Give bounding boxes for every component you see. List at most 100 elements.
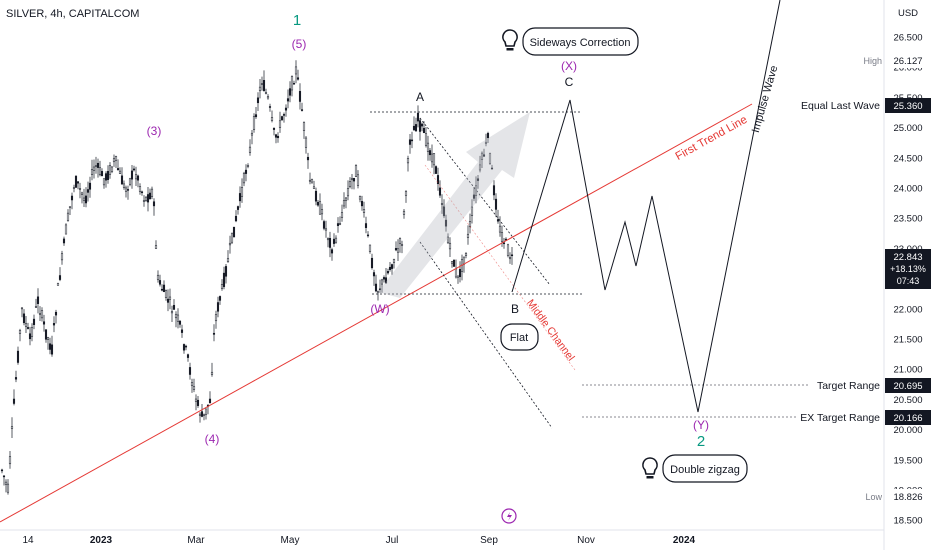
- candle-body: [140, 191, 144, 194]
- candle-body: [222, 272, 226, 287]
- candle-body: [126, 189, 130, 191]
- candle-body: [302, 122, 306, 131]
- candle-body: [418, 120, 422, 132]
- candle-body: [426, 142, 430, 152]
- candle-body: [314, 190, 318, 202]
- candle-body: [288, 88, 292, 96]
- candle-body: [6, 483, 10, 493]
- y-tick-label: 24.500: [893, 153, 922, 164]
- candle-body: [142, 200, 146, 202]
- candle-body: [250, 132, 254, 136]
- candle-body: [338, 223, 342, 225]
- candle-body: [262, 80, 266, 91]
- candle-body: [326, 238, 330, 241]
- candle-body: [270, 117, 274, 121]
- candle-body: [84, 195, 88, 204]
- candle-body: [164, 290, 168, 298]
- candle-body: [452, 259, 456, 267]
- candle-body: [174, 313, 178, 319]
- sideways-correction-callout[interactable]: Sideways Correction: [502, 27, 639, 56]
- candle-body: [248, 146, 252, 153]
- candle-body: [58, 275, 62, 280]
- candle-body: [116, 168, 120, 171]
- candle-body: [298, 91, 302, 102]
- wave-label-3: (3): [147, 124, 162, 138]
- high-price-tag: High 26.127: [863, 53, 931, 68]
- candle-body: [124, 187, 128, 192]
- candle-body: [286, 98, 290, 102]
- candle-body: [352, 178, 356, 182]
- x-tick-label: Sep: [480, 535, 498, 546]
- candle-body: [18, 330, 22, 334]
- candle-body: [152, 201, 156, 207]
- projected-wave-path[interactable]: [511, 0, 781, 413]
- svg-text:Low: Low: [865, 492, 882, 502]
- candle-body: [290, 76, 294, 91]
- candle-body: [272, 128, 276, 130]
- double-zigzag-callout[interactable]: Double zigzag: [642, 454, 748, 483]
- x-tick-label: 2024: [673, 535, 696, 546]
- candle-body: [68, 206, 72, 208]
- wave-label-5: (5): [292, 37, 307, 51]
- ex-target-range-tag: 20.166: [885, 410, 931, 425]
- candle-body: [334, 237, 338, 243]
- candle-body: [498, 225, 502, 233]
- target-range-tag: 20.695: [885, 378, 931, 393]
- candle-body: [232, 226, 236, 238]
- candle-body: [400, 244, 404, 246]
- x-tick-label: Jul: [386, 535, 399, 546]
- candle-body: [40, 310, 44, 319]
- flat-callout[interactable]: Flat: [500, 323, 539, 351]
- channel-upper-line[interactable]: [419, 117, 551, 286]
- candle-body: [118, 170, 122, 174]
- candle-body: [182, 344, 186, 351]
- candle-body: [390, 264, 394, 269]
- wave-label-w: (W): [370, 302, 389, 316]
- candle-body: [252, 116, 256, 130]
- candle-body: [466, 233, 470, 238]
- candle-body: [96, 162, 100, 168]
- y-tick-label: 21.000: [893, 365, 922, 376]
- candle-body: [226, 258, 230, 263]
- candle-body: [484, 141, 488, 144]
- candle-body: [382, 277, 386, 280]
- candle-body: [284, 107, 288, 111]
- candle-body: [130, 170, 134, 180]
- y-tick-label: 21.500: [893, 335, 922, 346]
- candle-body: [200, 411, 204, 417]
- candle-body: [370, 257, 374, 269]
- wave-label-a: A: [416, 90, 424, 104]
- y-tick-label: 18.500: [893, 516, 922, 527]
- candle-body: [82, 197, 86, 201]
- wave-label-4: (4): [205, 432, 220, 446]
- wave-label-2: 2: [697, 433, 705, 450]
- candle-body: [306, 156, 310, 161]
- candle-body: [72, 187, 76, 189]
- candle-body: [354, 165, 358, 177]
- svg-text:+18.13%: +18.13%: [890, 264, 926, 274]
- candle-body: [240, 187, 244, 197]
- symbol-title[interactable]: SILVER, 4h, CAPITALCOM: [6, 8, 140, 20]
- y-tick-label: 19.500: [893, 455, 922, 466]
- candle-body: [430, 153, 434, 163]
- candle-body: [28, 333, 32, 340]
- candle-body: [218, 296, 222, 301]
- candle-body: [496, 219, 500, 222]
- first-trend-line[interactable]: [0, 103, 753, 523]
- candle-body: [228, 242, 232, 246]
- candle-body: [178, 320, 182, 325]
- equal-last-wave-tag: 25.360: [885, 98, 931, 113]
- candle-body: [404, 191, 408, 196]
- candle-body: [472, 194, 476, 199]
- candle-body: [112, 158, 116, 163]
- candle-body: [170, 311, 174, 314]
- event-marker-icon[interactable]: [501, 508, 517, 524]
- candle-body: [66, 212, 70, 221]
- candle-body: [266, 96, 270, 99]
- candle-body: [450, 261, 454, 264]
- candle-body: [60, 253, 64, 261]
- time-axis[interactable]: 14 2023 Mar May Jul Sep Nov 2024: [0, 529, 884, 546]
- candle-body: [258, 86, 262, 92]
- svg-text:Sideways Correction: Sideways Correction: [530, 37, 631, 49]
